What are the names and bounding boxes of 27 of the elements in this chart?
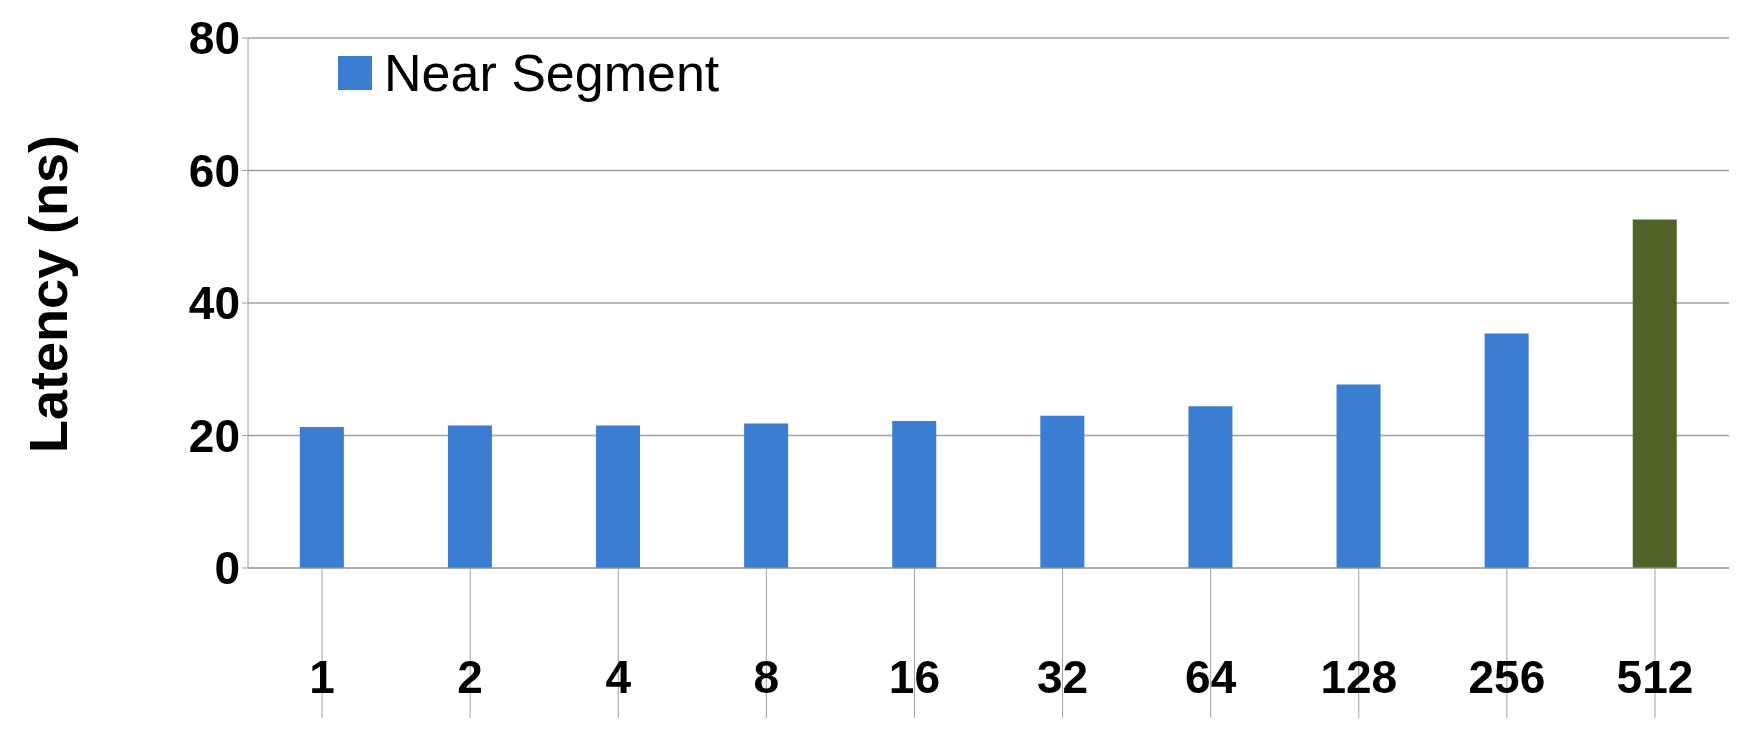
bar	[1188, 406, 1233, 568]
bar	[447, 425, 492, 568]
bar	[596, 425, 641, 568]
x-tick-label: 512	[1616, 650, 1694, 703]
y-tick-label: 60	[188, 144, 240, 197]
bar	[299, 426, 344, 568]
x-tick-label: 8	[753, 650, 780, 703]
x-tick-label: 16	[888, 650, 941, 703]
bar	[1484, 333, 1529, 568]
y-axis-title: Latency (ns)	[18, 134, 79, 453]
x-tick-label: 1	[309, 650, 335, 703]
bar	[892, 420, 937, 568]
bar	[744, 423, 789, 568]
x-tick-label: 4	[605, 650, 632, 703]
bar	[1040, 415, 1085, 568]
y-tick-label: 40	[188, 277, 240, 330]
x-tick-label: 32	[1036, 650, 1089, 703]
x-tick-label: 128	[1320, 650, 1398, 703]
y-tick-label: 20	[188, 409, 240, 462]
x-tick-label: 2	[457, 650, 483, 703]
bar	[1632, 219, 1677, 568]
bar	[1336, 384, 1381, 568]
legend-label: Near Segment	[384, 43, 720, 103]
y-tick-label: 80	[188, 12, 240, 65]
x-tick-label: 64	[1185, 650, 1237, 703]
x-tick-label: 256	[1468, 650, 1546, 703]
y-tick-label: 0	[214, 542, 240, 595]
